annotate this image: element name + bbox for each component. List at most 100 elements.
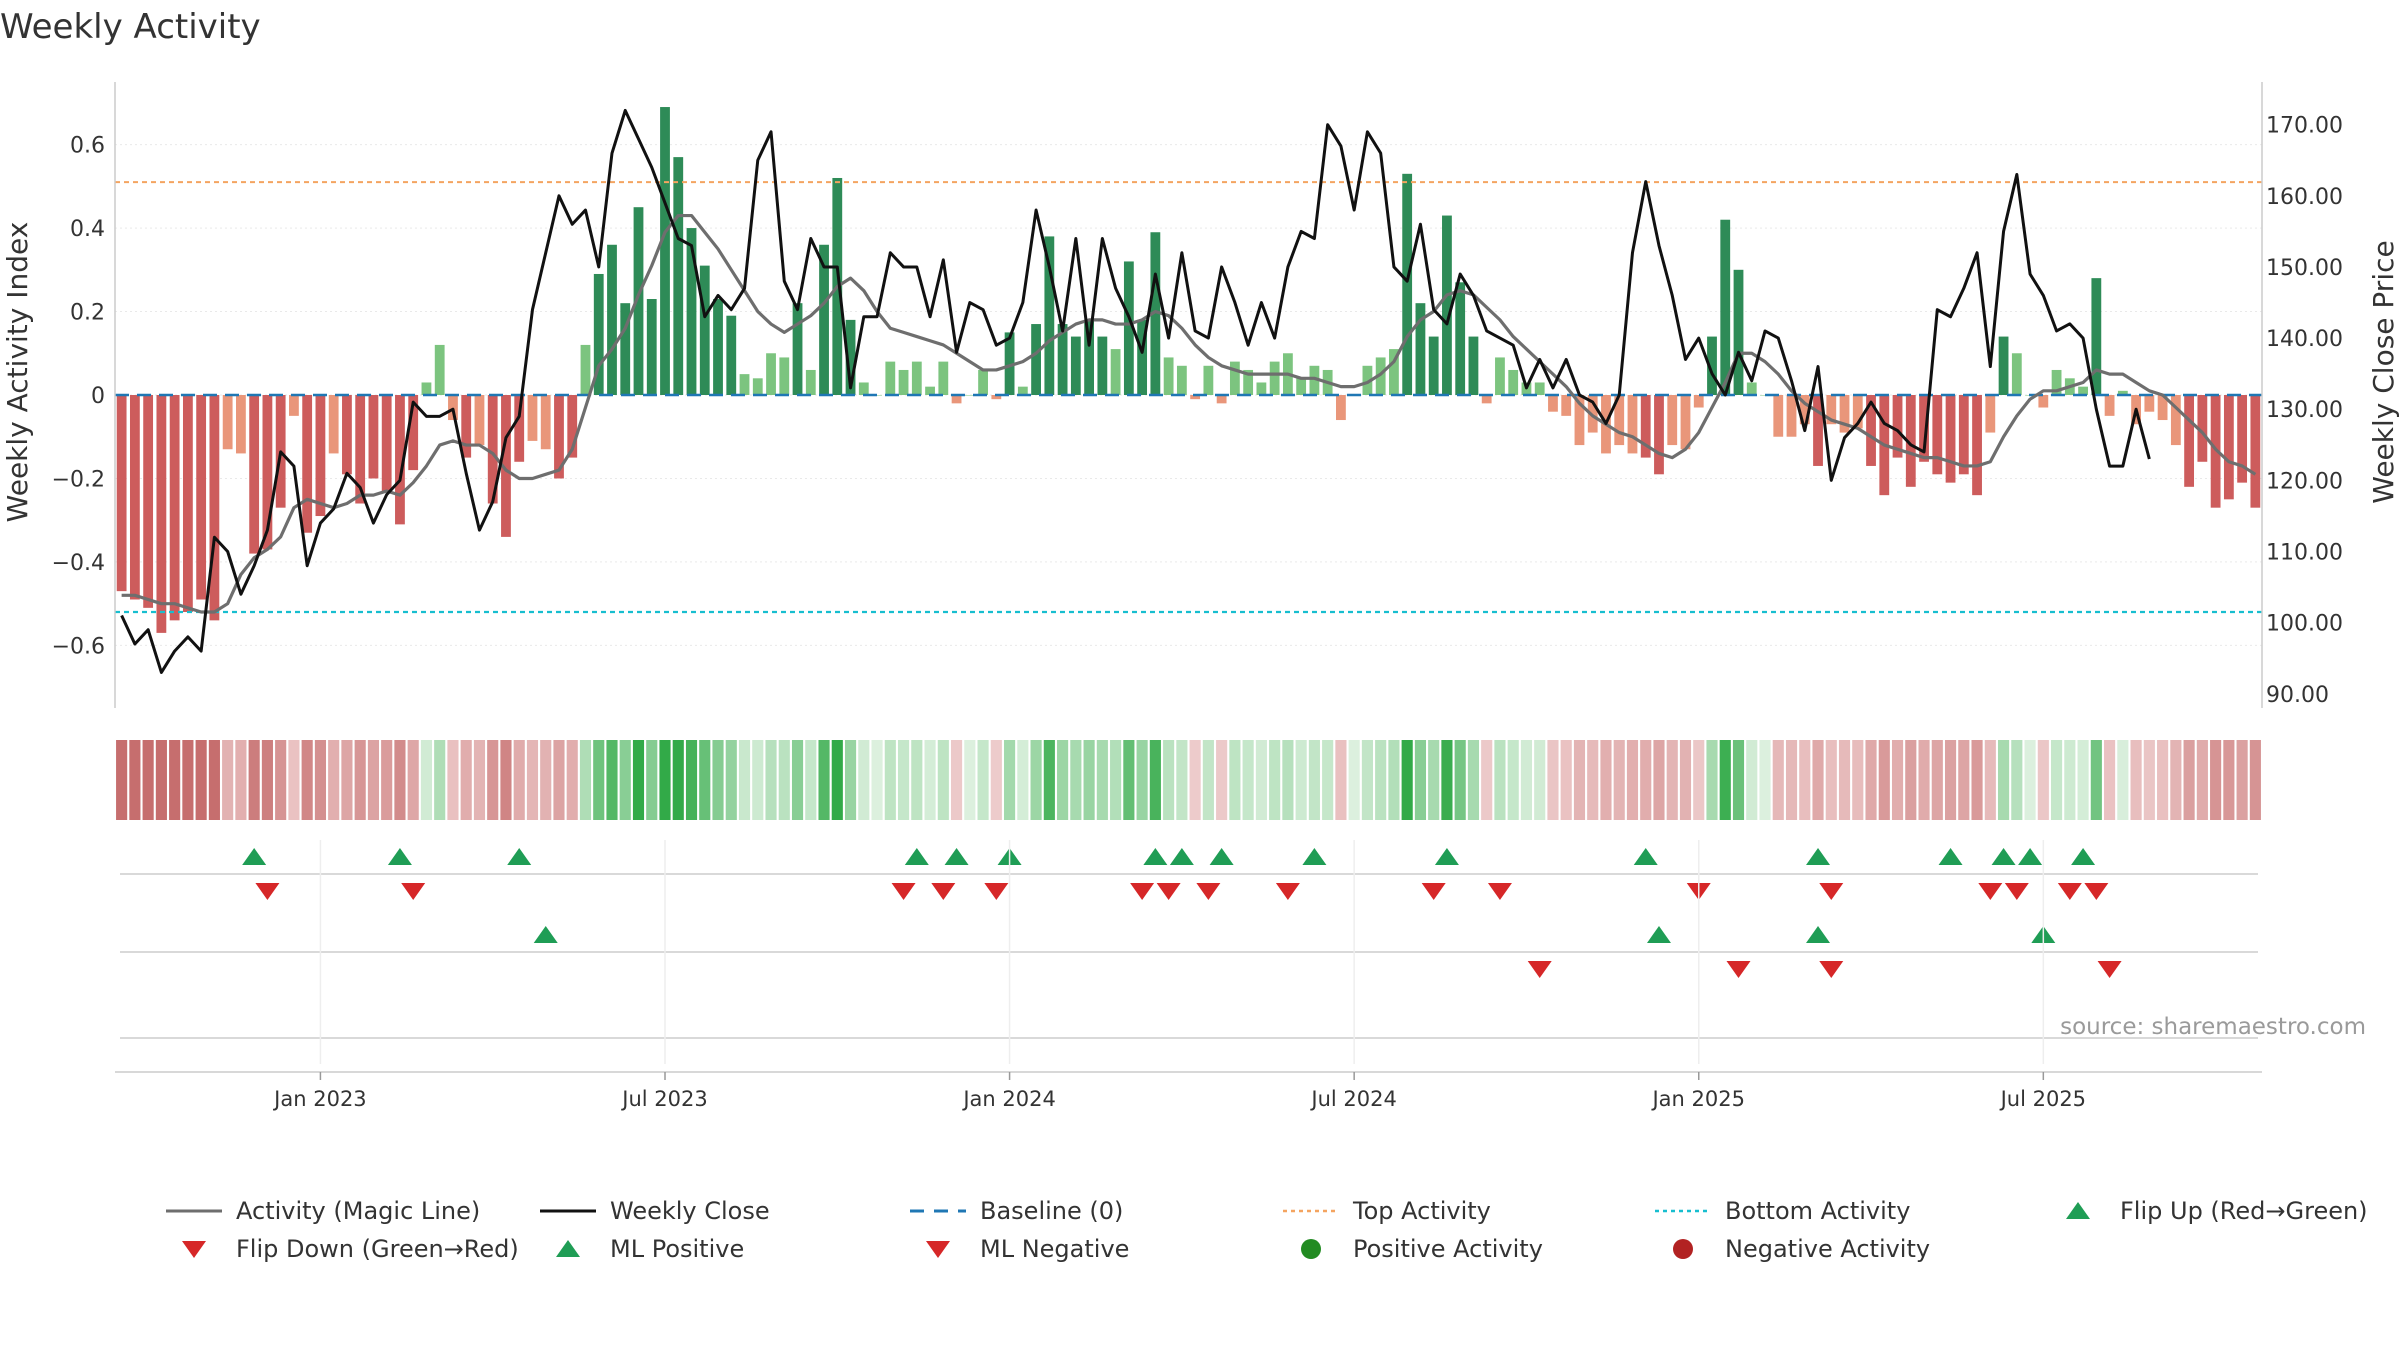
activity-bar: [805, 369, 816, 395]
y-tick-label: −0.2: [52, 467, 105, 492]
activity-bar: [143, 395, 154, 608]
weekly-close-line: [120, 108, 2151, 674]
activity-bar: [964, 395, 975, 396]
legend-swatch-down-triangle: [182, 1241, 206, 1258]
strip-cell: [1534, 740, 1546, 820]
strip-cell: [2104, 740, 2116, 820]
legend-label: ML Negative: [980, 1235, 1129, 1263]
activity-bar: [1574, 395, 1585, 446]
activity-bar: [487, 395, 498, 504]
strip-cell: [831, 740, 843, 820]
activity-bar: [1972, 395, 1982, 496]
strip-cell: [924, 740, 936, 820]
activity-bar: [2078, 386, 2088, 395]
strip-cell: [2117, 740, 2129, 820]
activity-bar: [2117, 390, 2128, 395]
x-tick-label: Jan 2025: [1650, 1087, 1745, 1111]
activity-bar: [540, 395, 551, 450]
strip-cell: [2223, 740, 2235, 820]
activity-bar: [1229, 361, 1240, 395]
activity-bar: [1998, 336, 2009, 395]
strip-cell: [1216, 740, 1228, 820]
strip-cell: [1494, 740, 1506, 820]
activity-bars: [116, 107, 2261, 633]
strip-cell: [1971, 740, 1983, 820]
flip-up-marker: [1434, 848, 1459, 865]
strip-cell: [1852, 740, 1864, 820]
activity-bar: [792, 303, 803, 395]
activity-strip: [116, 740, 2261, 820]
legend-item: Bottom Activity: [1655, 1197, 1910, 1225]
legend-label: Weekly Close: [610, 1197, 770, 1225]
activity-bar: [1243, 369, 1254, 395]
legend-item: Positive Activity: [1301, 1235, 1543, 1263]
flip-down-marker: [1978, 883, 2003, 900]
y-tick-label: 0: [91, 384, 105, 409]
activity-bar: [1892, 395, 1903, 458]
activity-bar: [739, 374, 750, 395]
activity-bar: [2038, 395, 2049, 408]
strip-cell: [2236, 740, 2248, 820]
strip-cell: [738, 740, 751, 820]
activity-bar: [1548, 395, 1558, 412]
activity-bar: [1826, 395, 1837, 425]
activity-bar: [1097, 336, 1108, 395]
activity-bar: [1362, 365, 1373, 395]
strip-cell: [1626, 740, 1639, 820]
flip-down-marker: [1819, 883, 1844, 900]
activity-bar: [1627, 395, 1638, 454]
legend-label: Positive Activity: [1353, 1235, 1543, 1263]
activity-bar: [1190, 395, 1201, 400]
strip-cell: [2210, 740, 2222, 820]
activity-bar: [991, 395, 1002, 400]
flip-up-marker: [904, 848, 929, 865]
strip-cell: [1388, 740, 1400, 820]
activity-bar: [302, 395, 313, 533]
activity-bar: [236, 395, 246, 454]
activity-bar: [646, 299, 657, 395]
strip-cell: [1176, 740, 1188, 820]
strip-cell: [1441, 740, 1453, 820]
strip-cell: [1308, 740, 1320, 820]
flip-down-marker: [1487, 883, 1512, 900]
activity-bar: [858, 382, 869, 395]
activity-bar: [395, 395, 405, 525]
activity-bar: [1296, 378, 1307, 395]
activity-bar: [1137, 319, 1148, 395]
strip-cell: [367, 740, 380, 820]
activity-bar: [925, 386, 935, 395]
flip-up-marker: [944, 848, 969, 865]
strip-cell: [685, 740, 698, 820]
activity-bar: [1852, 395, 1863, 429]
activity-bar: [249, 395, 260, 554]
activity-bar: [262, 395, 273, 550]
legend-label: Flip Down (Green→Red): [236, 1235, 519, 1263]
activity-bar: [315, 395, 326, 517]
axes: 0.6 0.4 0.2 0 −0.2 −0.4 −0.6 170.00 160.00 150.00…: [52, 82, 2343, 708]
legend-label: Negative Activity: [1725, 1235, 1930, 1263]
y-tick-label: 0.4: [70, 217, 105, 242]
activity-bar: [1508, 369, 1519, 395]
strip-cell: [195, 740, 207, 820]
activity-bar: [713, 299, 723, 395]
legend-item: Activity (Magic Line): [166, 1197, 480, 1225]
activity-bar: [1720, 219, 1731, 395]
strip-cell: [208, 740, 220, 820]
activity-bar: [2237, 395, 2248, 483]
strip-cell: [248, 740, 260, 820]
strip-cell: [964, 740, 976, 820]
strip-cell: [1666, 740, 1678, 820]
flip-down-marker: [1130, 883, 1155, 900]
activity-bar: [2170, 395, 2181, 446]
flip-down-marker: [1819, 961, 1844, 978]
legend-swatch-dot: [1673, 1239, 1693, 1259]
strip-cell: [911, 740, 923, 820]
strip-cell: [1653, 740, 1665, 820]
activity-bar: [1176, 365, 1187, 395]
strip-cell: [1706, 740, 1718, 820]
signal-rows: [115, 848, 2262, 1073]
strip-cell: [606, 740, 618, 820]
legend-label: Flip Up (Red→Green): [2120, 1197, 2368, 1225]
flip-down-marker: [931, 883, 956, 900]
strip-cell: [1043, 740, 1055, 820]
